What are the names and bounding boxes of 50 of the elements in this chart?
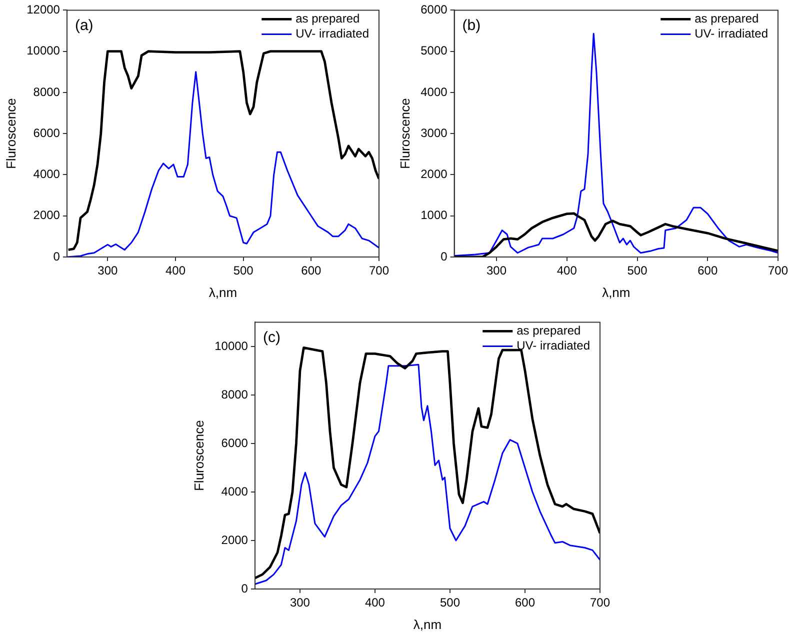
x-tick-label: 400 bbox=[556, 264, 578, 278]
annotation: (a) bbox=[74, 16, 94, 34]
y-tick-label: 10000 bbox=[26, 44, 60, 58]
x-tick-label: 600 bbox=[698, 264, 718, 278]
x-tick-label: 700 bbox=[368, 264, 390, 278]
legend-label: as prepared bbox=[516, 324, 581, 338]
y-tick-label: 1000 bbox=[420, 208, 448, 222]
legend-label: UV- irradiated bbox=[516, 338, 590, 353]
y-tick-label: 0 bbox=[241, 581, 248, 596]
legend-label: as prepared bbox=[296, 12, 360, 26]
y-axis-title: Fluroscence bbox=[3, 98, 18, 170]
x-tick-label: 500 bbox=[233, 264, 254, 278]
legend-label: UV- irradiated bbox=[694, 26, 768, 41]
x-tick-label: 300 bbox=[98, 264, 118, 278]
x-axis-title: λ,nm bbox=[413, 616, 442, 632]
annotation: (c) bbox=[262, 328, 280, 346]
y-axis-title: Fluroscence bbox=[397, 98, 412, 170]
x-tick-label: 500 bbox=[627, 264, 648, 278]
x-tick-label: 300 bbox=[290, 596, 310, 610]
annotation: (b) bbox=[462, 16, 481, 34]
x-tick-label: 400 bbox=[165, 264, 186, 278]
x-tick-label: 400 bbox=[364, 596, 386, 610]
y-tick-label: 2000 bbox=[221, 532, 248, 547]
y-tick-label: 12000 bbox=[26, 2, 60, 17]
y-tick-label: 8000 bbox=[33, 84, 60, 99]
x-tick-label: 500 bbox=[440, 596, 460, 610]
y-tick-label: 4000 bbox=[33, 167, 60, 182]
y-tick-label: 0 bbox=[440, 249, 448, 264]
x-tick-label: 700 bbox=[590, 596, 610, 610]
x-axis-title: λ,nm bbox=[208, 284, 238, 300]
y-tick-label: 4000 bbox=[221, 484, 248, 498]
y-tick-label: 5000 bbox=[420, 44, 448, 58]
x-tick-label: 600 bbox=[514, 596, 536, 610]
y-tick-label: 2000 bbox=[33, 208, 60, 222]
y-tick-label: 2000 bbox=[420, 167, 448, 182]
y-axis-title: Fluroscence bbox=[191, 420, 206, 492]
x-axis-title: λ,nm bbox=[602, 284, 630, 300]
x-tick-label: 700 bbox=[768, 264, 788, 278]
legend-label: UV- irradiated bbox=[296, 26, 369, 41]
y-tick-label: 0 bbox=[53, 249, 60, 264]
y-tick-label: 6000 bbox=[33, 126, 60, 140]
y-tick-label: 10000 bbox=[214, 338, 248, 353]
y-tick-label: 8000 bbox=[221, 387, 248, 402]
legend-label: as prepared bbox=[694, 12, 759, 26]
y-tick-label: 6000 bbox=[221, 436, 248, 450]
x-tick-label: 600 bbox=[301, 264, 322, 278]
y-tick-label: 6000 bbox=[420, 2, 448, 17]
y-tick-label: 3000 bbox=[420, 126, 448, 140]
y-tick-label: 4000 bbox=[420, 84, 448, 99]
x-tick-label: 300 bbox=[486, 264, 507, 278]
